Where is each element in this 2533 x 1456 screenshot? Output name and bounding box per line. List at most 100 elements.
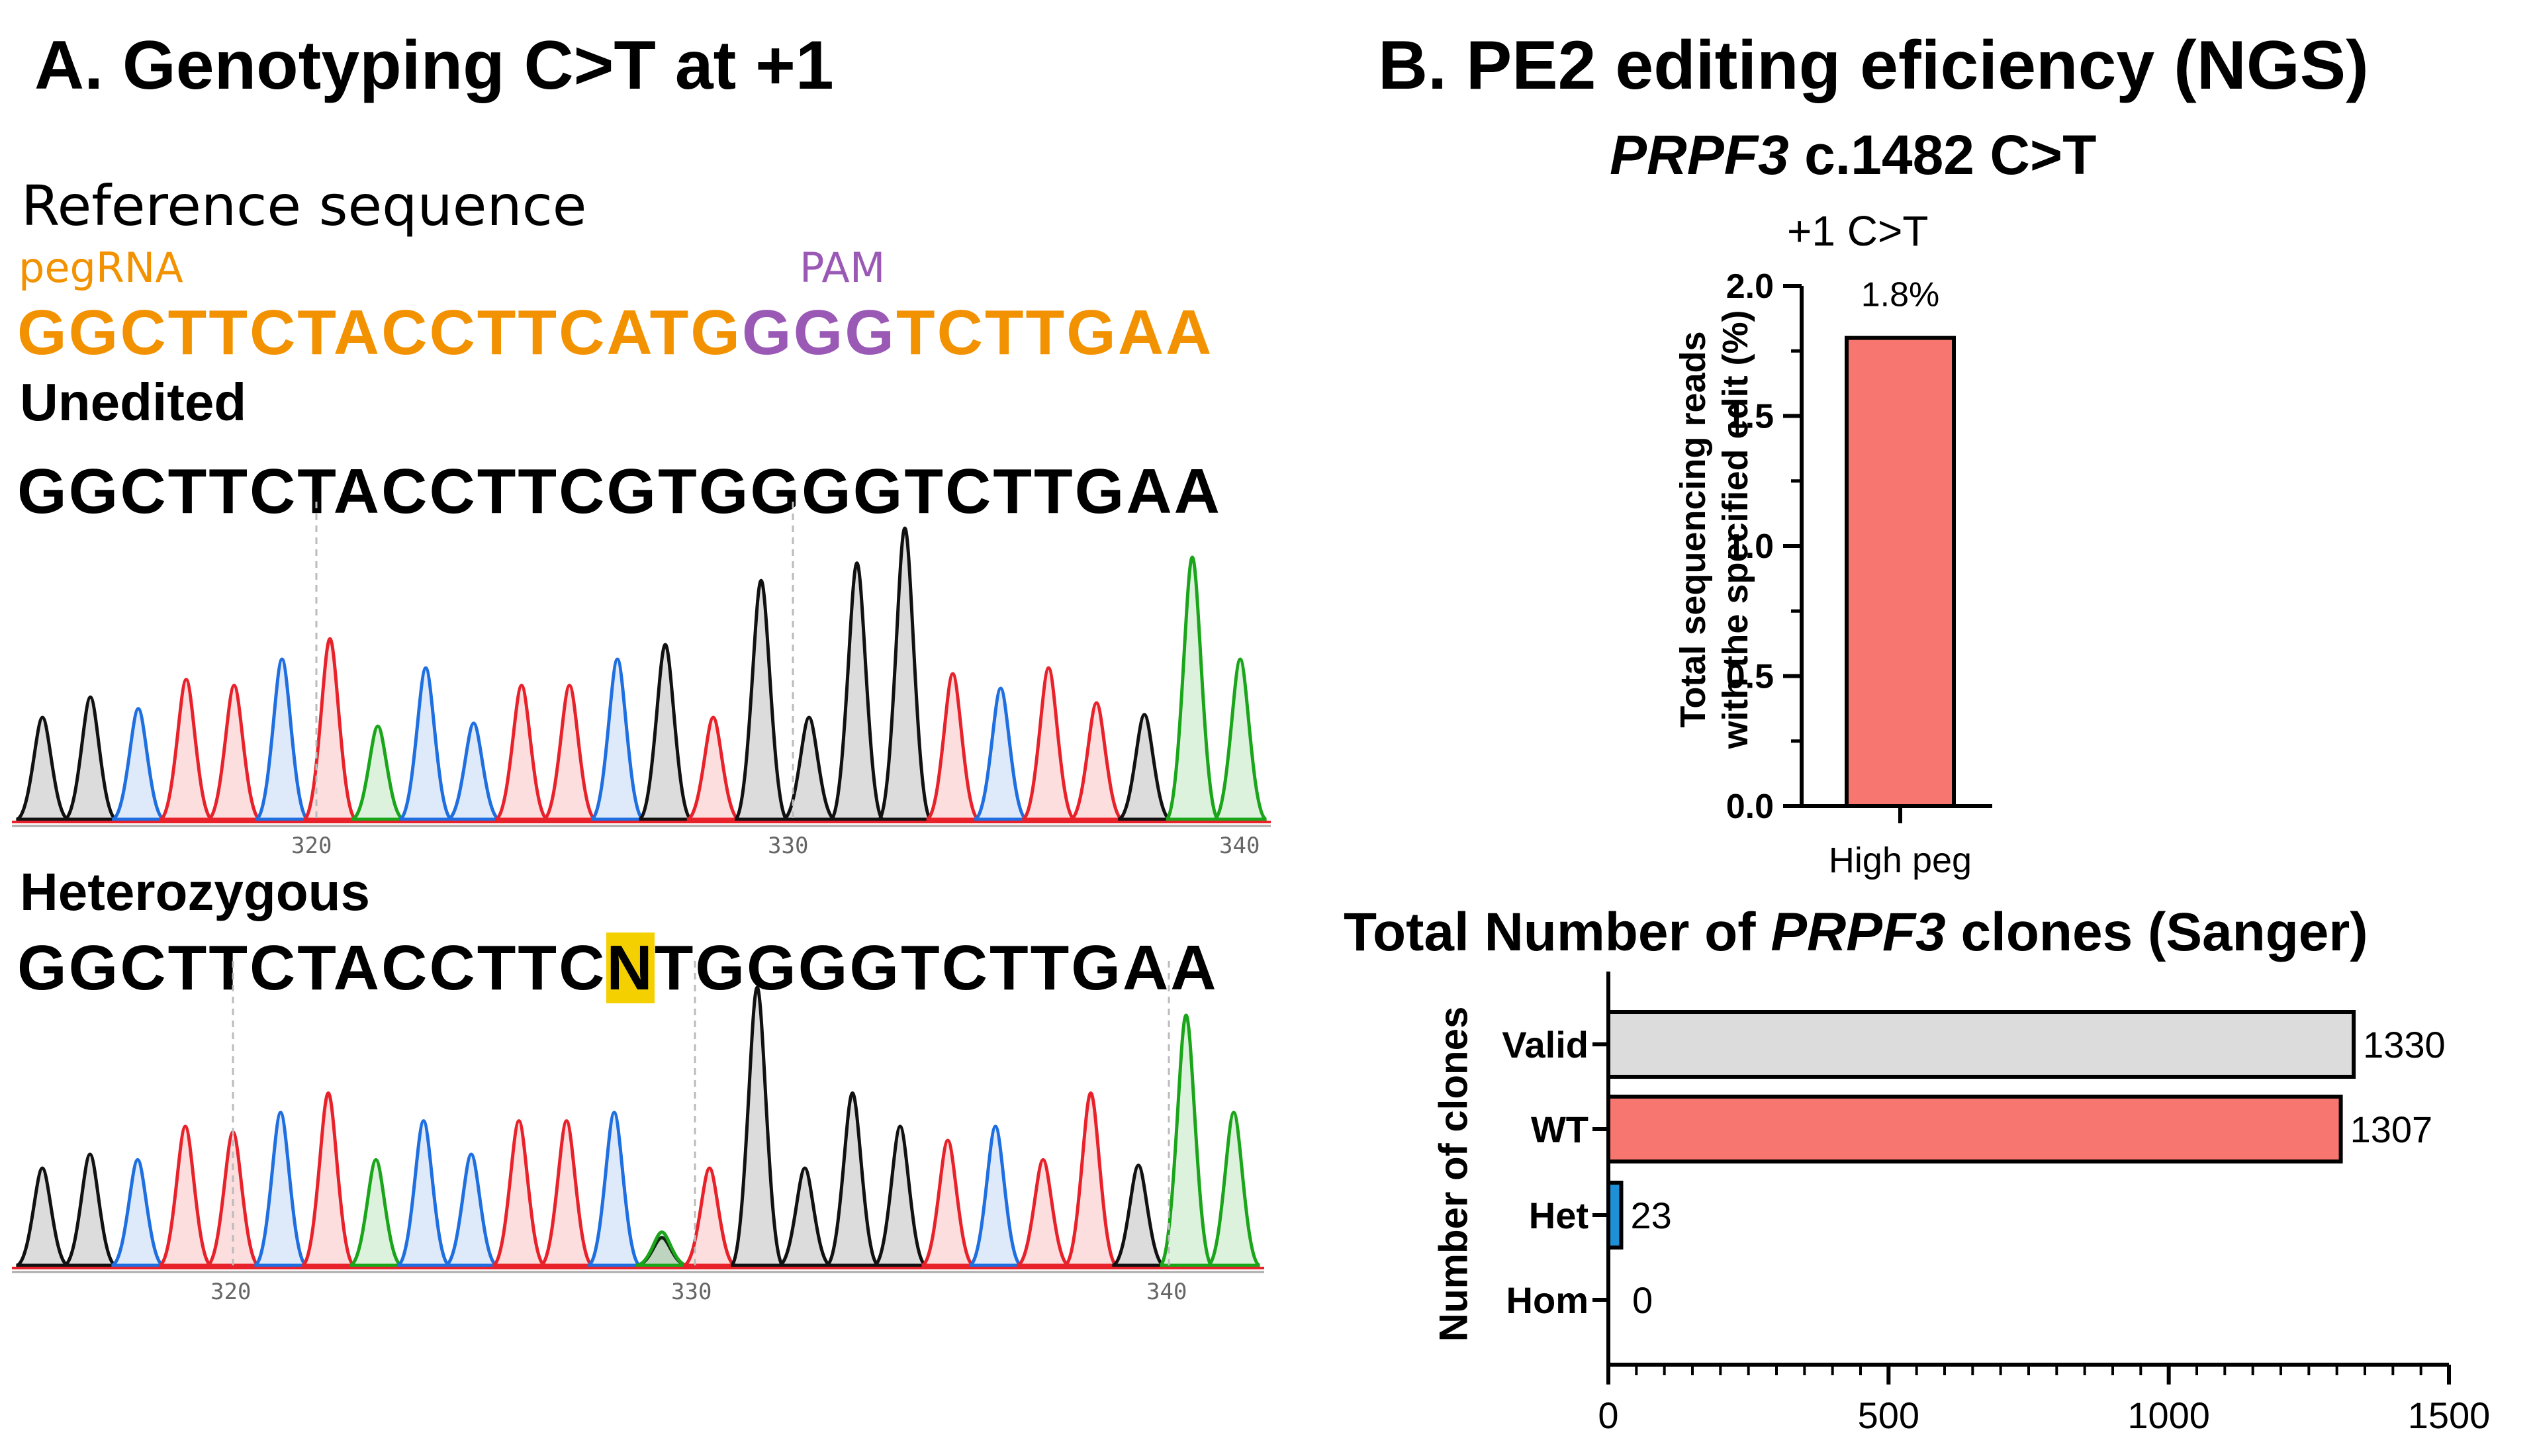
trace-peak-G (638, 643, 693, 821)
trace2-tick-330: 330 (671, 1279, 712, 1305)
chart2-xtick-label: 1500 (2408, 1394, 2491, 1436)
chart1-data-label: 1.8% (1861, 276, 1940, 314)
reference-seq-pam: GGG (741, 297, 896, 368)
chart2-category-label: WT (1531, 1109, 1589, 1150)
chart2-bar-wt (1606, 1095, 2343, 1163)
trace-peak-G (63, 1152, 117, 1267)
chart2-bar-valid (1606, 1010, 2356, 1079)
trace-peak-G (63, 695, 118, 821)
chart2-xtick-label: 500 (1858, 1394, 1919, 1436)
trace-peak-T (539, 1119, 594, 1267)
chart2-bar-het (1606, 1181, 1624, 1250)
trace-peak-A (349, 1158, 403, 1267)
reference-seq-pegrna: GGCTTCTACCTTCATG (17, 297, 742, 368)
unedited-label: Unedited (20, 373, 247, 432)
trace-peak-G (825, 1091, 880, 1267)
trace-peak-G (782, 715, 837, 821)
chromatogram-unedited (12, 502, 1271, 827)
reference-sequence: GGCTTCTACCTTCATGGGGTCTTGAA (17, 296, 1214, 369)
trace-peak-T (1069, 701, 1124, 821)
trace-peak-T (494, 684, 549, 821)
trace-peak-G (729, 985, 786, 1267)
trace-peak-T (301, 1091, 355, 1267)
trace-peak-T (158, 1124, 212, 1267)
trace-peak-T (492, 1119, 546, 1267)
chart1-ytick-label: 1.5 (1726, 398, 1774, 436)
trace-peak-G (876, 526, 933, 821)
trace-peak-C (446, 721, 501, 821)
chart1-ytick-label: 0.5 (1726, 658, 1774, 696)
trace-peak-G (15, 1166, 69, 1267)
panel-b-title: B. PE2 editing eficiency (NGS) (1378, 27, 2369, 104)
chart2-category-label: Valid (1502, 1024, 1589, 1066)
chart2-data-label: 23 (1630, 1195, 1671, 1236)
trace-peak-C (973, 686, 1028, 821)
trace-peak-C (590, 657, 645, 821)
chart1-ytick-label: 1.0 (1726, 527, 1774, 566)
trace-peak-C (111, 1158, 165, 1267)
heterozygous-sequence: GGCTTCTACCTTCNTGGGGTCTTGAA (17, 932, 1219, 1005)
chart2-title-prefix: Total Number of (1344, 902, 1771, 962)
subtitle-rest: c.1482 C>T (1788, 124, 2097, 186)
trace-peak-T (302, 637, 357, 821)
trace-peak-T (207, 684, 261, 821)
trace-peak-G (829, 561, 885, 821)
reference-seq-tail: TCTTGAA (896, 297, 1214, 368)
trace-peak-T (686, 715, 741, 821)
reference-label: Reference sequence (21, 173, 587, 238)
trace1-tick-340: 340 (1219, 833, 1260, 859)
trace-peak-T (159, 678, 214, 821)
trace2-tick-340: 340 (1146, 1279, 1187, 1305)
subtitle-gene: PRPF3 (1610, 124, 1789, 186)
trace-peak-C (968, 1124, 1023, 1267)
chart1-ytick-label: 2.0 (1726, 267, 1774, 306)
chart2-xtick-label: 1000 (2127, 1394, 2210, 1436)
pam-label: PAM (800, 244, 886, 292)
trace-peak-C (396, 1119, 451, 1267)
unedited-sequence: GGCTTCTACCTTCGTGGGGTCTTGAA (17, 456, 1222, 527)
trace-peak-C (254, 657, 310, 821)
chromatogram-heterozygous (12, 961, 1264, 1273)
trace-peak-C (111, 707, 165, 821)
trace-peak-G (1111, 1163, 1166, 1267)
trace1-tick-320: 320 (291, 833, 332, 859)
trace-peak-C (444, 1152, 498, 1267)
pegrna-label: pegRNA (19, 244, 183, 292)
chart2-data-label: 1307 (2350, 1109, 2433, 1150)
trace-peak-secondary (635, 1230, 689, 1267)
trace-peak-T (1021, 666, 1076, 821)
trace-peak-G (1117, 713, 1172, 821)
trace-peak-C (398, 666, 453, 821)
trace-peak-T (1064, 1091, 1118, 1267)
trace-peak-T (921, 1138, 975, 1267)
trace-peak-A (1207, 1111, 1261, 1267)
trace-peak-A (1164, 555, 1220, 821)
trace-peak-A (1158, 1013, 1215, 1267)
chart1-category-label: High peg (1829, 841, 1972, 880)
het-seq-before: GGCTTCTACCTTC (17, 933, 607, 1003)
trace-peak-G (873, 1124, 927, 1267)
chart1-bar-high-peg (1845, 336, 1956, 809)
chart2-category-label: Het (1529, 1195, 1589, 1236)
chart2-category-label: Hom (1506, 1279, 1589, 1321)
chart2-data-label: 0 (1632, 1279, 1653, 1321)
trace-peak-T (1016, 1158, 1070, 1267)
chart2-title-suffix: clones (Sanger) (1945, 902, 2368, 962)
trace-peak-T (542, 684, 597, 821)
trace-peak-G (778, 1166, 832, 1267)
trace-peak-A (1213, 657, 1267, 821)
chart1-title: +1 C>T (1787, 207, 1929, 255)
chart2-title-gene: PRPF3 (1771, 902, 1946, 962)
trace-peak-C (587, 1111, 641, 1267)
trace-peak-T (925, 672, 980, 821)
chart2-title: Total Number of PRPF3 clones (Sanger) (1344, 901, 2368, 964)
trace-peak-G (15, 715, 70, 821)
trace-peak-C (253, 1111, 308, 1267)
trace-peak-A (351, 724, 405, 821)
het-seq-after: TGGGGTCTTGAA (654, 933, 1219, 1003)
trace2-tick-320: 320 (210, 1279, 252, 1305)
trace-peak-G (733, 578, 790, 821)
chart1-ytick-label: 0.0 (1726, 788, 1774, 826)
